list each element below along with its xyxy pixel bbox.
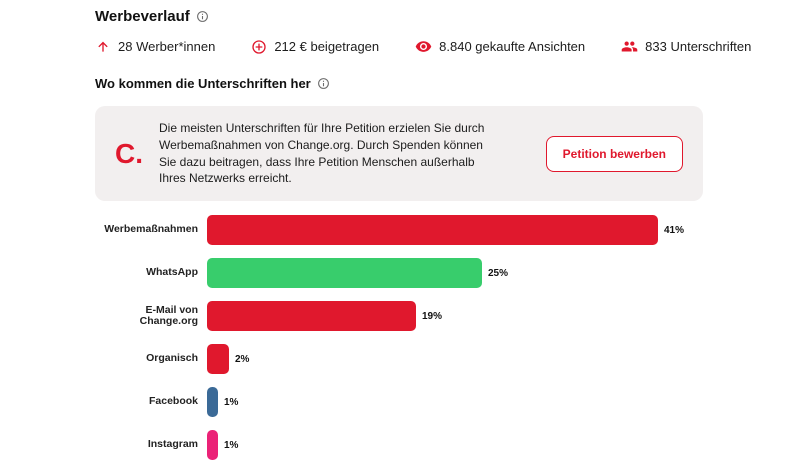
chart-value-label: 2% — [235, 353, 250, 365]
chart-category-label: WhatsApp — [146, 266, 198, 279]
chart-row: Organisch 2% — [95, 344, 715, 375]
chart-row: Werbemaßnahmen 41% — [95, 215, 715, 246]
people-icon — [621, 38, 638, 55]
chart-bar[interactable] — [207, 387, 218, 418]
chart-row: Facebook 1% — [95, 387, 715, 418]
chart-value-label: 19% — [422, 310, 443, 322]
change-org-logo: C. — [115, 137, 143, 169]
chart-category-label: Instagram — [147, 438, 198, 451]
chart-value-label: 1% — [224, 439, 239, 451]
chart-bar[interactable] — [207, 430, 218, 460]
chart-bar[interactable] — [207, 344, 229, 375]
chart-category-label: E-Mail von Change.org — [139, 303, 198, 328]
contribution-icon — [251, 39, 267, 55]
promo-card: C. Die meisten Unterschriften für Ihre P… — [95, 106, 703, 202]
chart-value-label: 1% — [224, 396, 239, 408]
stat-label: 8.840 gekaufte Ansichten — [439, 39, 586, 54]
section-title: Wo kommen die Unterschriften her — [95, 76, 311, 91]
chart-row: Instagram 1% — [95, 430, 715, 460]
stat-item: 833 Unterschriften — [621, 38, 751, 55]
chart-bar[interactable] — [207, 301, 416, 332]
page-title-row: Werbeverlauf — [95, 8, 715, 25]
chart-row: E-Mail von Change.org 19% — [95, 301, 715, 332]
chart-row: WhatsApp 25% — [95, 258, 715, 289]
stat-item: 212 € beigetragen — [251, 39, 379, 55]
signature-sources-chart: Werbemaßnahmen 41% WhatsApp 25% E-Mail von C… — [95, 215, 715, 460]
chart-category-label: Organisch — [146, 352, 198, 365]
chart-value-label: 25% — [488, 267, 509, 279]
stat-item: 28 Werber*innen — [95, 39, 215, 55]
info-icon[interactable] — [317, 77, 330, 90]
section-title-row: Wo kommen die Unterschriften her — [95, 76, 715, 91]
chart-category-label: Facebook — [148, 395, 198, 408]
stat-label: 212 € beigetragen — [274, 39, 380, 54]
page-title: Werbeverlauf — [95, 8, 190, 25]
stats-row: 28 Werber*innen 212 € beigetragen 8.840 ge… — [95, 38, 751, 55]
chart-bar[interactable] — [207, 215, 658, 246]
chart-category-label: Werbemaßnahmen — [104, 223, 198, 236]
chart-bar[interactable] — [207, 258, 482, 289]
arrow-up-icon — [95, 39, 111, 55]
stat-item: 8.840 gekaufte Ansichten — [415, 38, 585, 55]
stat-label: 28 Werber*innen — [118, 39, 216, 54]
eye-icon — [415, 38, 432, 55]
promo-text: Die meisten Unterschriften für Ihre Peti… — [159, 121, 485, 186]
werbeverlauf-panel: Werbeverlauf 28 Werber*innen 212 € beiget… — [95, 8, 751, 460]
info-icon[interactable] — [196, 10, 209, 23]
petition-bewerben-button[interactable]: Petition bewerben — [545, 135, 683, 172]
stat-label: 833 Unterschriften — [645, 39, 752, 54]
chart-value-label: 41% — [664, 224, 685, 236]
